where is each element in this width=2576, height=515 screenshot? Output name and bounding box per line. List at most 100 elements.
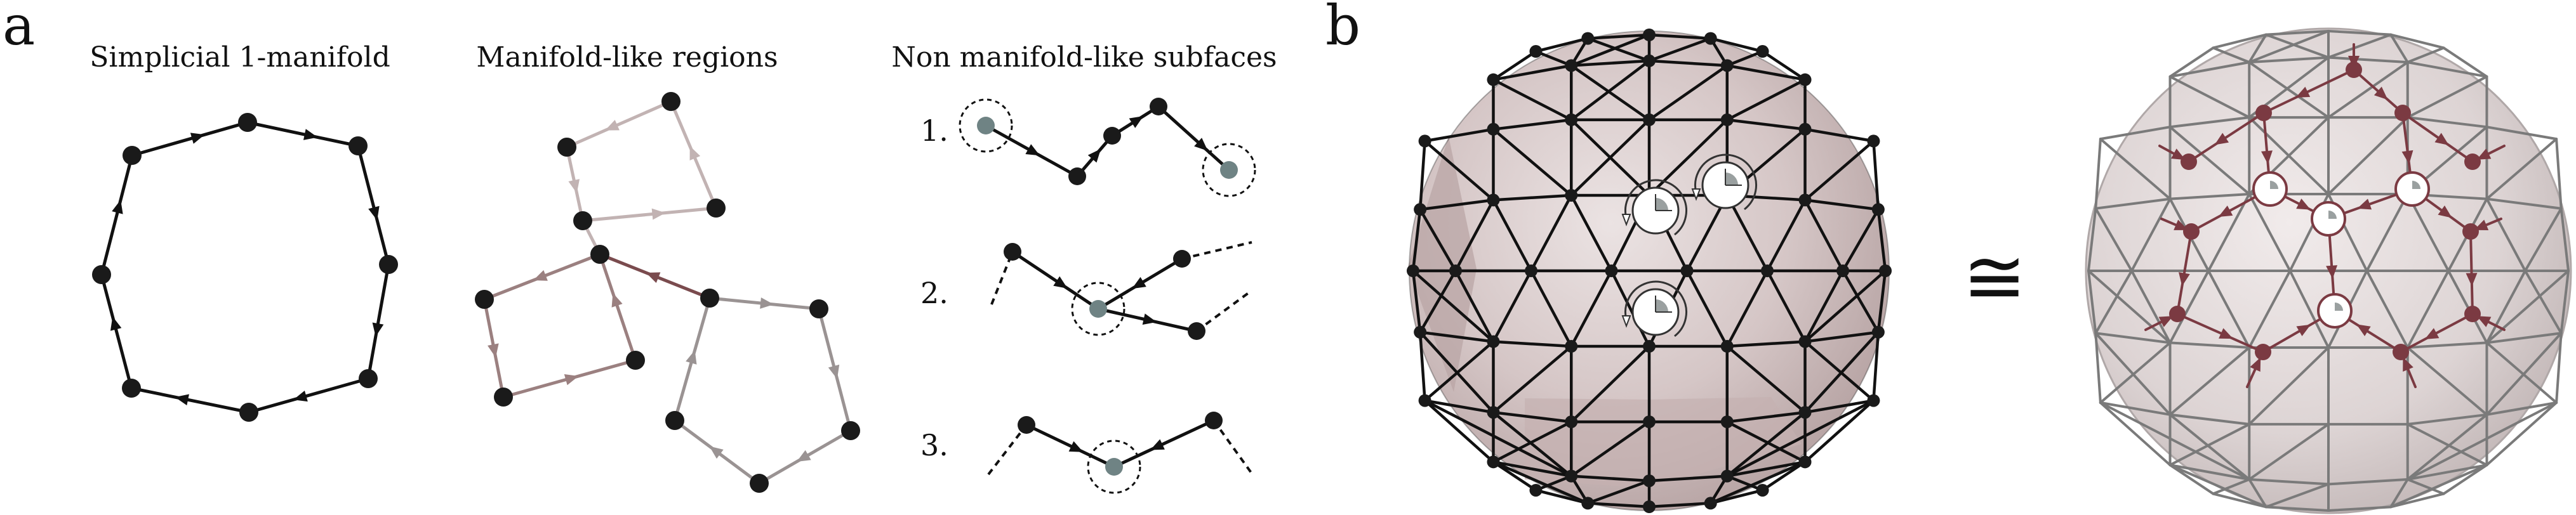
mesh-edge <box>1492 344 1573 414</box>
dual-orientation-wedge <box>2270 181 2278 189</box>
arrow-head <box>2296 324 2311 337</box>
mesh-edge <box>2485 197 2526 272</box>
mesh-edge <box>1454 269 1495 343</box>
arrow-head <box>828 364 840 379</box>
vertex <box>1643 500 1656 513</box>
orientation-arrow <box>1621 315 1631 328</box>
mesh-edge <box>2327 478 2409 486</box>
arrow-head <box>760 297 774 309</box>
vertex <box>1871 325 1885 339</box>
case-chains <box>959 98 1256 494</box>
vertex <box>1871 203 1885 216</box>
mesh-edge <box>1423 340 1495 402</box>
mesh-edge <box>1423 399 1495 414</box>
mesh-edge <box>1803 269 1845 343</box>
edge <box>581 206 718 223</box>
vertex <box>379 255 398 274</box>
triangulated-sphere <box>1407 29 1892 513</box>
mesh-edge <box>2406 346 2488 416</box>
mesh-edge <box>2485 341 2558 404</box>
edge <box>565 100 673 149</box>
mesh-edge <box>1534 474 1573 492</box>
mesh-edge <box>2559 270 2570 335</box>
mesh-edge <box>1709 460 1807 505</box>
mesh-edge <box>2555 332 2563 404</box>
highlight-vertex <box>1105 458 1123 476</box>
mesh-edge <box>1492 118 1573 131</box>
vertex <box>122 379 141 398</box>
mesh-edge <box>2168 464 2267 509</box>
dangling-edge <box>987 424 1028 476</box>
vertex <box>573 211 592 230</box>
mesh-edge <box>2389 33 2409 64</box>
vertex <box>1680 264 1694 277</box>
mesh-edge <box>2248 33 2267 64</box>
vertex <box>700 289 719 308</box>
orientation-arc <box>1694 153 1757 211</box>
highlight-vertex <box>1220 161 1238 179</box>
mesh-edge <box>1725 410 1807 478</box>
dual-vertex <box>2462 223 2479 240</box>
mesh-edge <box>2099 401 2172 416</box>
arrow-head <box>190 133 205 144</box>
vertex <box>1487 406 1500 419</box>
vertex <box>841 421 860 440</box>
vertex <box>1565 113 1578 126</box>
mesh-edge <box>1418 269 1457 334</box>
mesh-edge <box>2327 505 2393 512</box>
vertex <box>239 403 258 422</box>
mesh-edge <box>2327 33 2393 59</box>
mesh-edge <box>1492 199 1533 273</box>
panel-a: a Simplicial 1-manifold Manifold-like re… <box>3 0 1277 494</box>
mesh-edge <box>1610 269 1651 348</box>
mesh-edge <box>2485 401 2558 467</box>
mesh-edge <box>2406 341 2488 349</box>
edge <box>2400 313 2474 353</box>
edge <box>2401 112 2474 163</box>
mesh-edge <box>2406 270 2450 349</box>
mesh-edge <box>2389 33 2445 49</box>
mesh-edge <box>2447 270 2488 344</box>
mesh-edge <box>2087 270 2172 344</box>
edge <box>356 144 390 266</box>
mesh-edge <box>1586 33 1651 40</box>
mesh-edge <box>2406 478 2445 495</box>
edge <box>2262 68 2355 114</box>
mesh-edge <box>1411 208 1422 273</box>
arrow-head <box>2158 316 2174 327</box>
mesh-edge <box>2099 401 2172 467</box>
mesh-edge <box>1647 118 1729 197</box>
mesh-edge <box>1569 59 1651 67</box>
mesh-edge <box>2485 332 2563 416</box>
mesh-edge <box>1586 502 1651 509</box>
mesh-edge <box>1685 269 1729 348</box>
arrow-head <box>293 390 308 402</box>
mesh-edge <box>2168 46 2215 78</box>
mesh-edge <box>1492 460 1590 505</box>
vertex <box>1605 264 1618 277</box>
mesh-edge <box>2485 270 2570 344</box>
sphere-outline <box>1409 30 1890 511</box>
vertex <box>92 265 111 284</box>
mesh-edge <box>2523 207 2563 272</box>
orientation-wedge <box>1656 299 1668 312</box>
vertex <box>1867 394 1880 407</box>
mesh-edge <box>2523 270 2563 335</box>
edge <box>2188 112 2265 163</box>
mesh-edge <box>1725 64 1807 81</box>
vertex <box>626 351 645 370</box>
vertex <box>665 411 684 430</box>
vertex <box>1720 415 1734 429</box>
mesh-edge <box>2094 270 2134 335</box>
vertex <box>809 299 828 318</box>
mesh-edge <box>1725 49 1764 67</box>
vertex <box>475 290 494 309</box>
mesh-edge <box>2327 56 2409 64</box>
edge <box>1025 423 1116 469</box>
vertex <box>1704 497 1717 510</box>
vertex <box>1414 203 1427 216</box>
edge <box>1011 250 1100 311</box>
vertex <box>1188 322 1205 340</box>
vertex <box>1643 474 1656 488</box>
arrow-head <box>1142 313 1157 325</box>
